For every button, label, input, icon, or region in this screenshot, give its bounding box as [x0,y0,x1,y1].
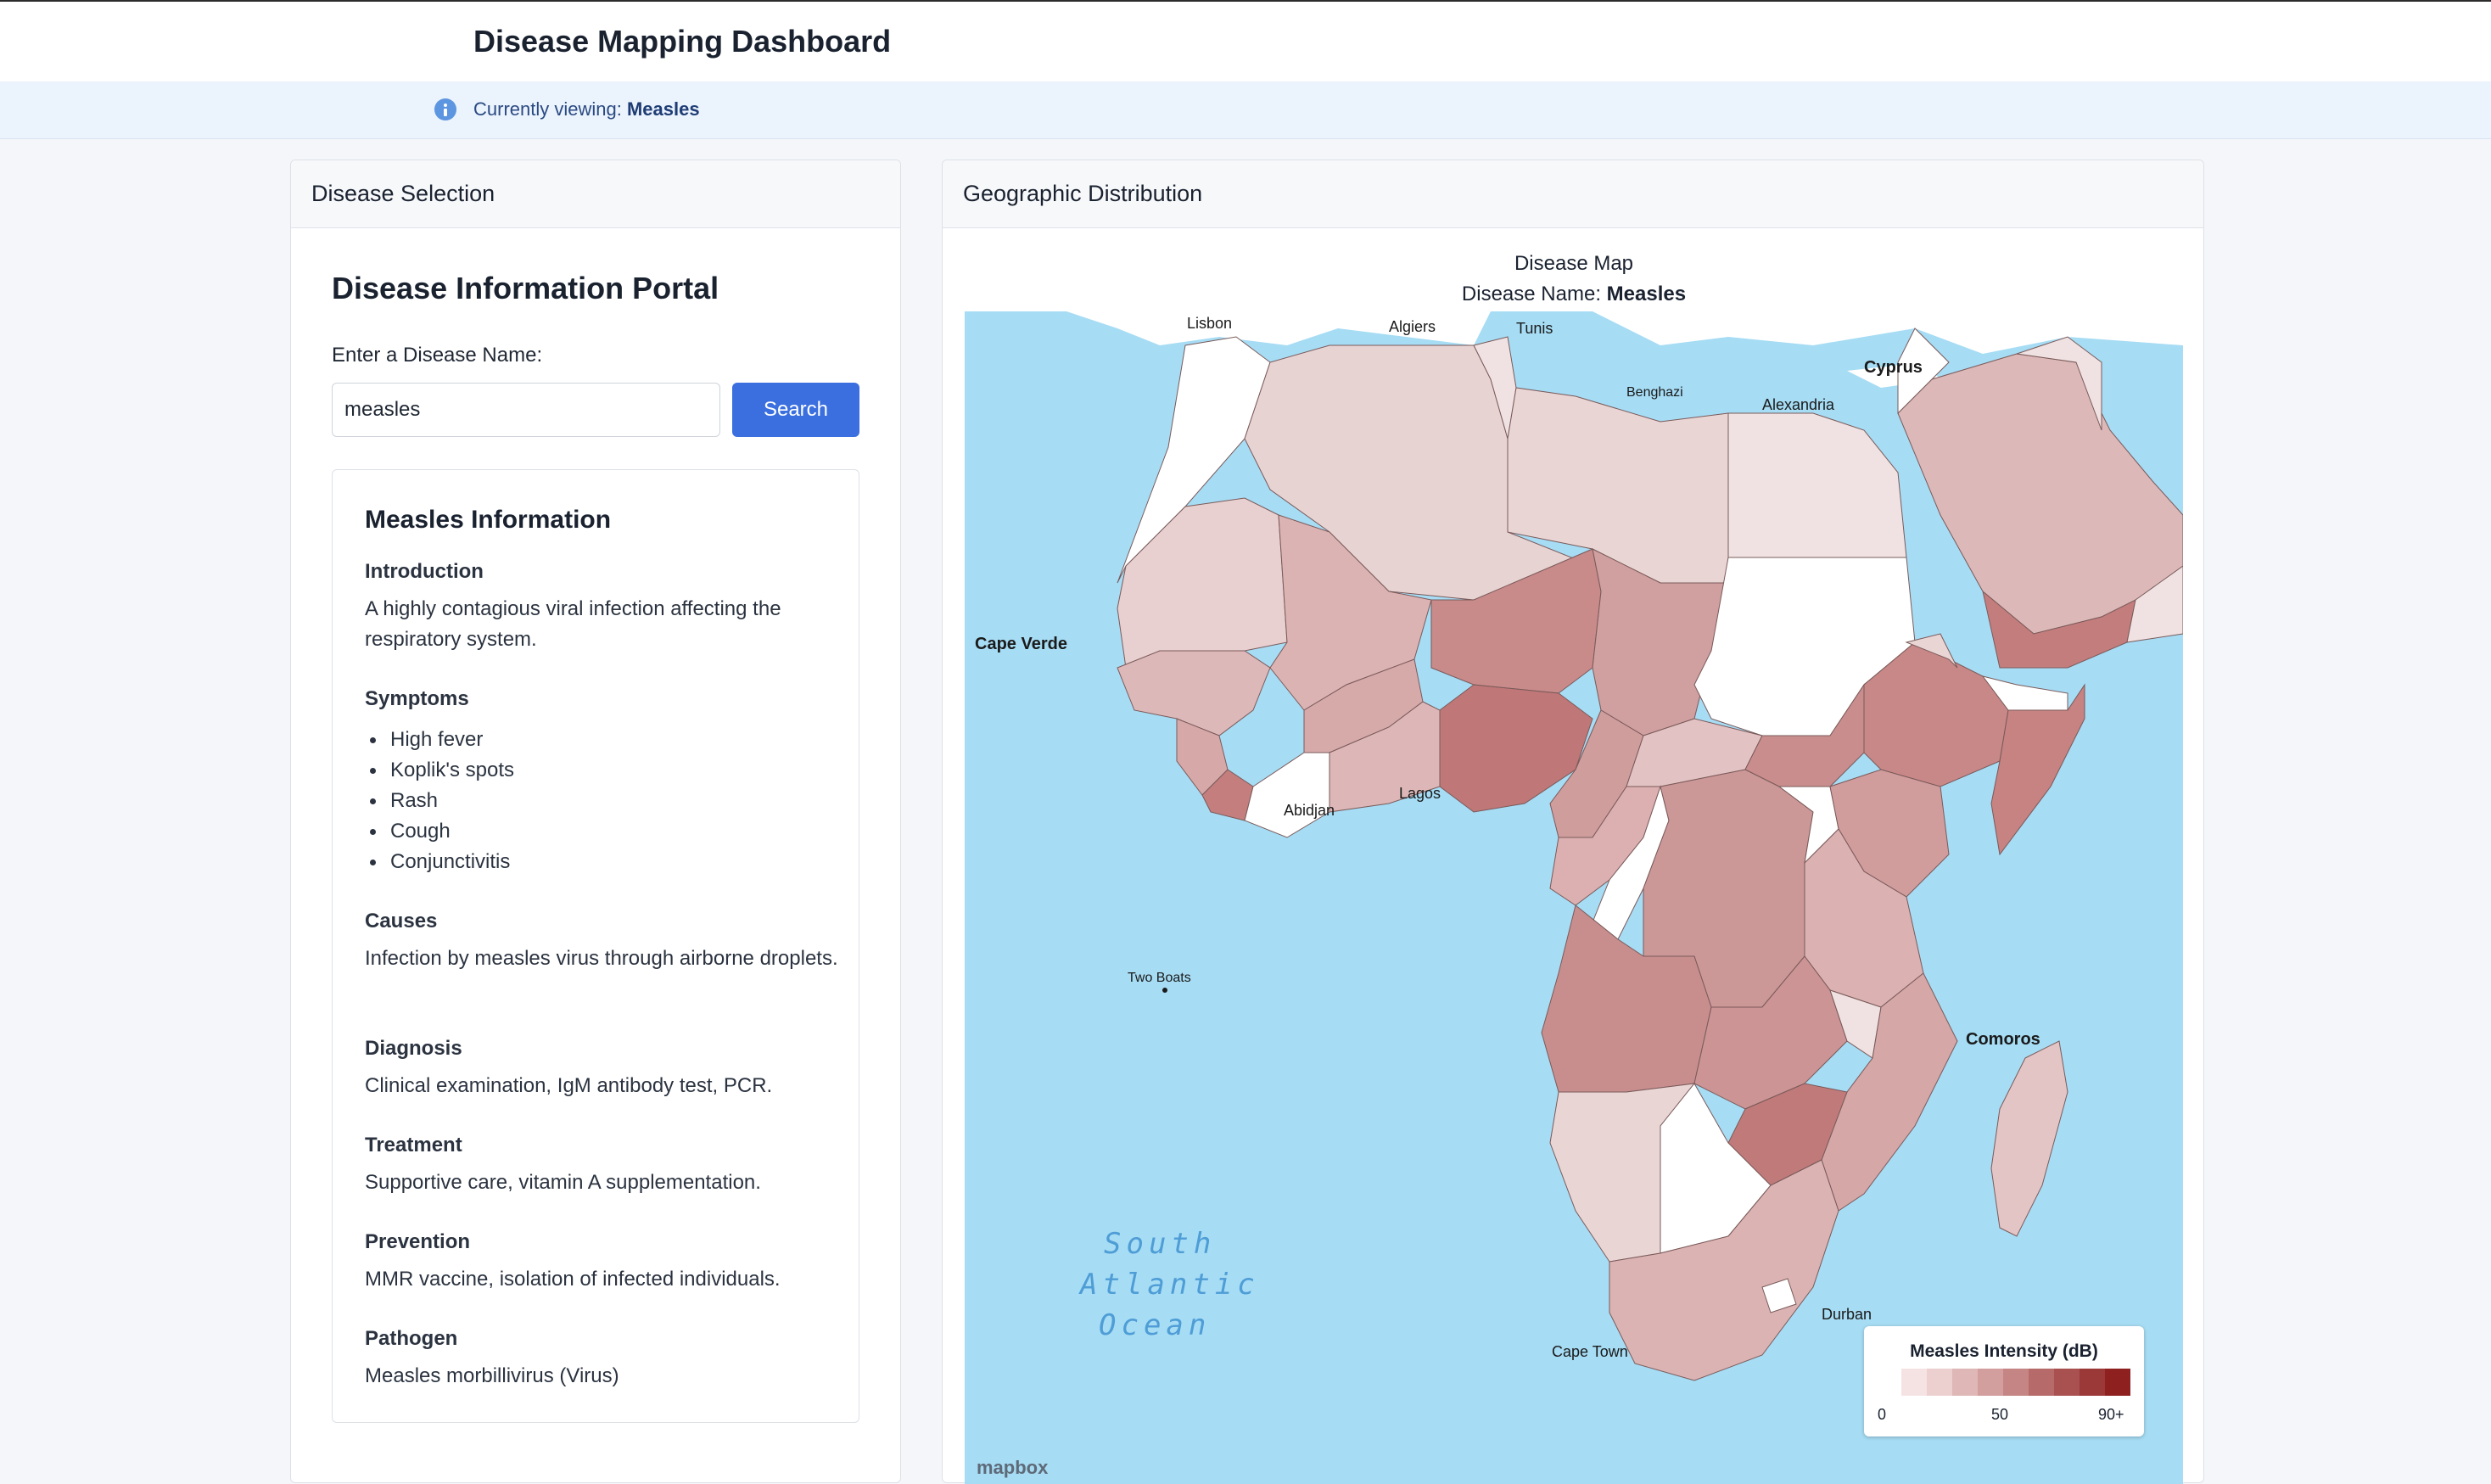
legend-mid-label: 50 [1991,1406,2009,1423]
country-egypt[interactable] [1727,412,1907,558]
country-eritrea[interactable] [1905,633,1958,669]
currently-viewing-prefix: Currently viewing: [473,98,622,120]
list-item: Cough [365,816,514,847]
legend-swatch [1952,1369,1978,1396]
disease-selection-card: Disease Selection Disease Information Po… [290,160,901,1483]
legend-swatch [2029,1369,2054,1396]
legend-swatch [1927,1369,1952,1396]
list-item: High fever [365,725,514,755]
country-oman[interactable] [2126,565,2183,643]
map-title: Disease Map [1514,252,1634,275]
causes-heading: Causes [365,910,438,932]
disease-info-box: Measles Information Introduction A highl… [332,469,859,1423]
prevention-text: MMR vaccine, isolation of infected indiv… [365,1268,781,1291]
info-icon [434,98,456,120]
label-alexandria: Alexandria [1762,396,1835,413]
legend-swatch [1978,1369,2003,1396]
label-cape-town: Cape Town [1552,1343,1628,1360]
label-algiers: Algiers [1389,318,1436,335]
country-ivory-coast[interactable] [1244,752,1330,838]
disease-selection-header: Disease Selection [291,160,900,228]
legend-swatch [2003,1369,2029,1396]
label-benghazi: Benghazi [1626,385,1683,400]
label-comoros: Comoros [1966,1030,2040,1049]
label-ocean: Ocean [1099,1308,1211,1342]
map-svg[interactable]: Lisbon Algiers Tunis Benghazi Alexandria… [965,311,2183,1484]
land-europe [965,311,1491,345]
disease-map[interactable]: Lisbon Algiers Tunis Benghazi Alexandria… [965,311,2183,1484]
search-button[interactable]: Search [732,383,859,437]
country-senegal-guinea[interactable] [1117,650,1271,736]
app-title: Disease Mapping Dashboard [473,24,892,59]
map-subtitle: Disease Name: Measles [943,283,2205,306]
two-boats-dot [1162,988,1167,993]
currently-viewing-text: Currently viewing: Measles [473,98,700,120]
country-south-africa[interactable] [1609,1159,1839,1381]
currently-viewing-disease: Measles [626,98,700,120]
label-two-boats: Two Boats [1128,971,1191,985]
diagnosis-heading: Diagnosis [365,1037,462,1060]
pathogen-text: Measles morbillivirus (Virus) [365,1364,619,1387]
mapbox-logo: mapbox [977,1457,1049,1478]
label-atlantic: Atlantic [1078,1268,1260,1302]
disease-selection-title: Disease Selection [311,181,495,206]
symptoms-list: High fever Koplik's spots Rash Cough Con… [365,725,514,877]
portal-title: Disease Information Portal [332,271,719,305]
map-legend: Measles Intensity (dB) 0 50 90+ [1864,1326,2144,1436]
search-label: Enter a Disease Name: [332,344,543,367]
legend-title: Measles Intensity (dB) [1910,1341,2098,1361]
list-item: Conjunctivitis [365,847,514,877]
label-tunis: Tunis [1516,320,1553,337]
label-lisbon: Lisbon [1187,315,1232,332]
country-levant[interactable] [1897,328,1950,415]
prevention-heading: Prevention [365,1230,471,1253]
legend-swatch [2054,1369,2080,1396]
list-item: Koplik's spots [365,755,514,786]
map-subtitle-prefix: Disease Name: [1461,283,1601,305]
label-durban: Durban [1822,1306,1872,1323]
treatment-heading: Treatment [365,1134,462,1156]
list-item: Rash [365,786,514,816]
country-saudi-arabia[interactable] [1897,353,2183,635]
diagnosis-text: Clinical examination, IgM antibody test,… [365,1074,773,1097]
top-bar: Disease Mapping Dashboard [0,0,2491,81]
country-lesotho[interactable] [1761,1278,1797,1313]
legend-swatch [2080,1369,2105,1396]
causes-text: Infection by measles virus through airbo… [365,947,838,970]
introduction-text: A highly contagious viral infection affe… [365,597,781,651]
pathogen-heading: Pathogen [365,1327,458,1350]
geographic-distribution-title: Geographic Distribution [963,181,1203,206]
label-cape-verde: Cape Verde [975,635,1067,653]
label-abidjan: Abidjan [1284,802,1335,819]
land-europe-east [1593,311,2183,354]
label-cyprus: Cyprus [1864,358,1923,377]
symptoms-heading: Symptoms [365,687,469,710]
legend-swatch [2105,1369,2130,1396]
legend-min-label: 0 [1878,1406,1887,1423]
geographic-distribution-card: Geographic Distribution Disease Map Dise… [942,160,2205,1484]
treatment-text: Supportive care, vitamin A supplementati… [365,1171,761,1194]
legend-max-label: 90+ [2098,1406,2124,1423]
country-iraq[interactable] [2016,336,2102,431]
country-madagascar[interactable] [1990,1040,2068,1237]
info-bar [0,81,2491,139]
map-subtitle-value: Measles [1606,283,1687,305]
country-somaliland[interactable] [1981,675,2068,711]
geographic-distribution-header: Geographic Distribution [943,160,2203,228]
disease-search-input[interactable] [332,383,720,437]
disease-info-title: Measles Information [365,506,612,534]
introduction-heading: Introduction [365,560,484,583]
label-lagos: Lagos [1399,785,1441,802]
country-somalia[interactable] [1990,683,2085,856]
country-mozambique[interactable] [1821,972,1958,1212]
legend-swatch [1901,1369,1927,1396]
label-south: South [1104,1227,1216,1261]
legend-color-scale [1901,1369,2130,1396]
